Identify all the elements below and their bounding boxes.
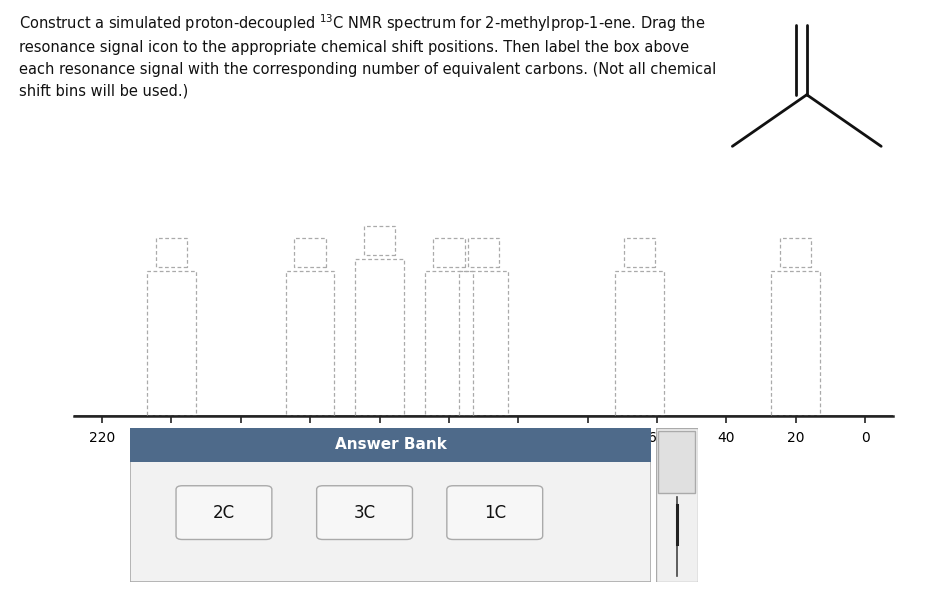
Bar (771, 270, 820, 416)
FancyBboxPatch shape (446, 486, 543, 539)
Text: 2C: 2C (213, 504, 235, 522)
Bar (658, 431, 696, 492)
Text: Construct a simulated proton-decoupled $^{13}$C NMR spectrum for 2-methylprop-1-: Construct a simulated proton-decoupled $… (19, 12, 716, 99)
Bar (155, 238, 187, 267)
Bar (624, 238, 656, 267)
X-axis label: δ (ppm): δ (ppm) (454, 451, 513, 466)
Text: 3C: 3C (353, 504, 376, 522)
Bar (468, 238, 499, 267)
Bar (616, 270, 664, 416)
Text: Answer Bank: Answer Bank (335, 437, 446, 452)
Bar (355, 259, 404, 416)
Bar (433, 238, 465, 267)
Bar (780, 238, 812, 267)
Bar (130, 428, 651, 462)
Bar (147, 270, 196, 416)
Bar (425, 270, 473, 416)
Bar (295, 238, 326, 267)
FancyBboxPatch shape (316, 486, 413, 539)
Text: 1C: 1C (484, 504, 506, 522)
Bar (459, 270, 508, 416)
Bar (364, 226, 395, 255)
FancyBboxPatch shape (176, 486, 272, 539)
Bar (286, 270, 335, 416)
